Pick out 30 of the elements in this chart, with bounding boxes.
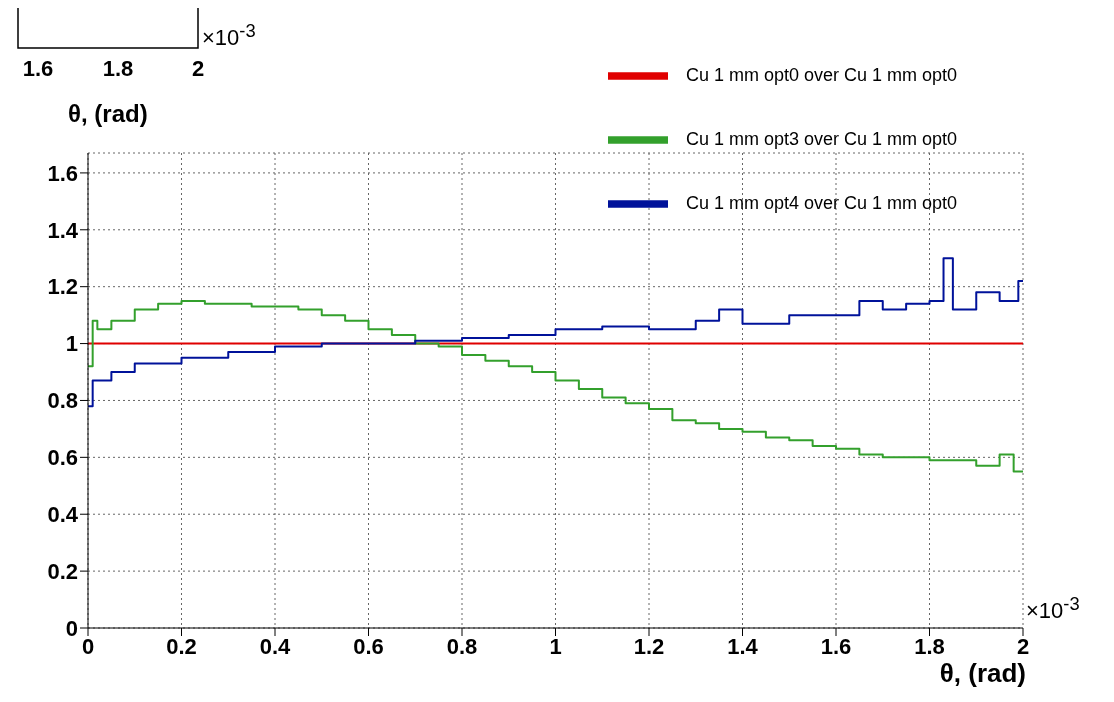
x-tick-label: 0.6 <box>353 633 384 659</box>
y-tick-label: 0.6 <box>47 445 78 471</box>
legend-label: Cu 1 mm opt3 over Cu 1 mm opt0 <box>686 129 958 149</box>
y-tick-label: 1 <box>65 331 78 357</box>
y-tick-label: 1.2 <box>47 274 78 300</box>
text: ×10$^{-3}$ <box>202 20 256 52</box>
text: 1.8 <box>101 56 135 82</box>
legend-label: Cu 1 mm opt0 over Cu 1 mm opt0 <box>686 65 958 85</box>
x-tick-label: 2 <box>1016 633 1030 659</box>
text: 2 <box>190 56 206 82</box>
y-tick-label: 0.2 <box>47 558 78 584</box>
y-tick-label: 0 <box>65 615 78 641</box>
x-tick-label: 1.2 <box>633 633 665 659</box>
x-tick-label: 0 <box>81 633 95 659</box>
y-tick-label: 1.6 <box>47 160 78 186</box>
x-tick-label: 1.8 <box>914 633 945 659</box>
x-tick-label: 1 <box>549 633 562 659</box>
y-tick-label: 0.8 <box>47 388 78 414</box>
x-tick-label: 1.6 <box>820 633 852 659</box>
x-axis-title: θ, (rad) <box>939 658 1026 689</box>
x-tick-label: 0.8 <box>446 633 478 659</box>
x-tick-label: 1.4 <box>727 633 759 659</box>
x-tick-label: 0.4 <box>259 633 292 659</box>
text: ×10$^{-3}$ <box>1026 593 1080 625</box>
text: 1.6 <box>21 56 55 82</box>
text: θ, (rad) <box>68 100 148 128</box>
y-tick-label: 1.4 <box>47 217 79 243</box>
x-tick-label: 0.2 <box>166 633 197 659</box>
y-tick-label: 0.4 <box>47 502 79 528</box>
legend-label: Cu 1 mm opt4 over Cu 1 mm opt0 <box>686 193 958 213</box>
